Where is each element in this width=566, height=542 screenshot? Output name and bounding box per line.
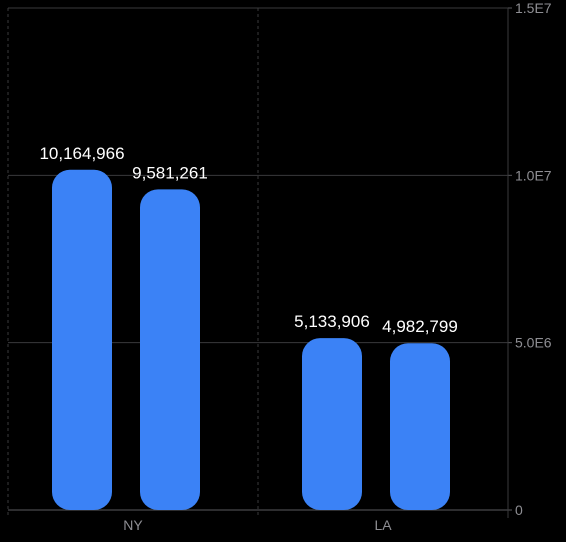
x-category-label: LA (374, 517, 392, 533)
bar (302, 338, 362, 510)
y-tick-label: 1.5E7 (515, 0, 552, 16)
data-label: 10,164,966 (39, 144, 124, 163)
bar (140, 189, 200, 510)
bar (390, 343, 450, 510)
bar (52, 169, 112, 510)
y-tick-label: 1.0E7 (515, 167, 552, 183)
data-label: 4,982,799 (382, 317, 458, 336)
bars-layer (52, 169, 450, 510)
labels-layer: 0 5.0E6 1.0E7 1.5E7 10,164,966 9,581,261 NY 5,1… (39, 0, 551, 533)
y-tick-label: 5.0E6 (515, 335, 552, 351)
x-category-label: NY (123, 517, 143, 533)
data-label: 5,133,906 (294, 312, 370, 331)
data-label: 9,581,261 (132, 163, 208, 182)
y-tick-label: 0 (515, 502, 523, 518)
